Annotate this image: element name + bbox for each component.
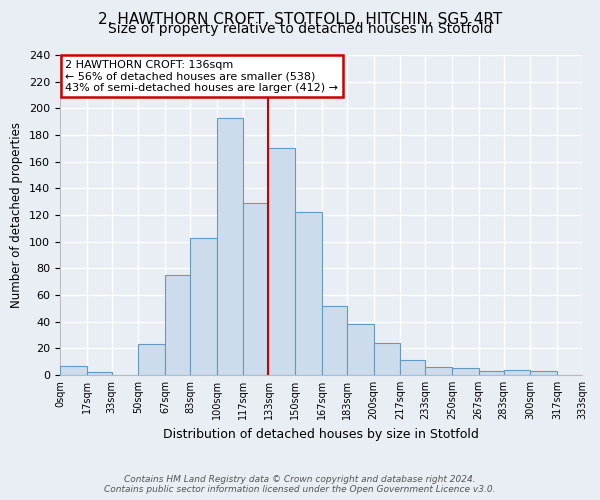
Bar	[295, 212, 322, 375]
Bar	[86, 372, 112, 375]
Bar	[268, 148, 295, 375]
Bar	[374, 343, 400, 375]
Bar	[322, 306, 347, 375]
Bar	[190, 238, 217, 375]
Text: Size of property relative to detached houses in Stotfold: Size of property relative to detached ho…	[108, 22, 492, 36]
Text: Contains HM Land Registry data © Crown copyright and database right 2024.
Contai: Contains HM Land Registry data © Crown c…	[104, 474, 496, 494]
Bar	[139, 344, 165, 375]
Text: 2, HAWTHORN CROFT, STOTFOLD, HITCHIN, SG5 4RT: 2, HAWTHORN CROFT, STOTFOLD, HITCHIN, SG…	[98, 12, 502, 28]
Bar	[217, 118, 244, 375]
Bar	[244, 203, 268, 375]
Bar	[530, 371, 557, 375]
Bar	[425, 367, 452, 375]
Bar	[165, 275, 190, 375]
Text: 2 HAWTHORN CROFT: 136sqm
← 56% of detached houses are smaller (538)
43% of semi-: 2 HAWTHORN CROFT: 136sqm ← 56% of detach…	[65, 60, 338, 93]
Bar	[60, 366, 86, 375]
Bar	[479, 371, 503, 375]
Bar	[347, 324, 374, 375]
Y-axis label: Number of detached properties: Number of detached properties	[10, 122, 23, 308]
X-axis label: Distribution of detached houses by size in Stotfold: Distribution of detached houses by size …	[163, 428, 479, 440]
Bar	[400, 360, 425, 375]
Bar	[452, 368, 479, 375]
Bar	[503, 370, 530, 375]
